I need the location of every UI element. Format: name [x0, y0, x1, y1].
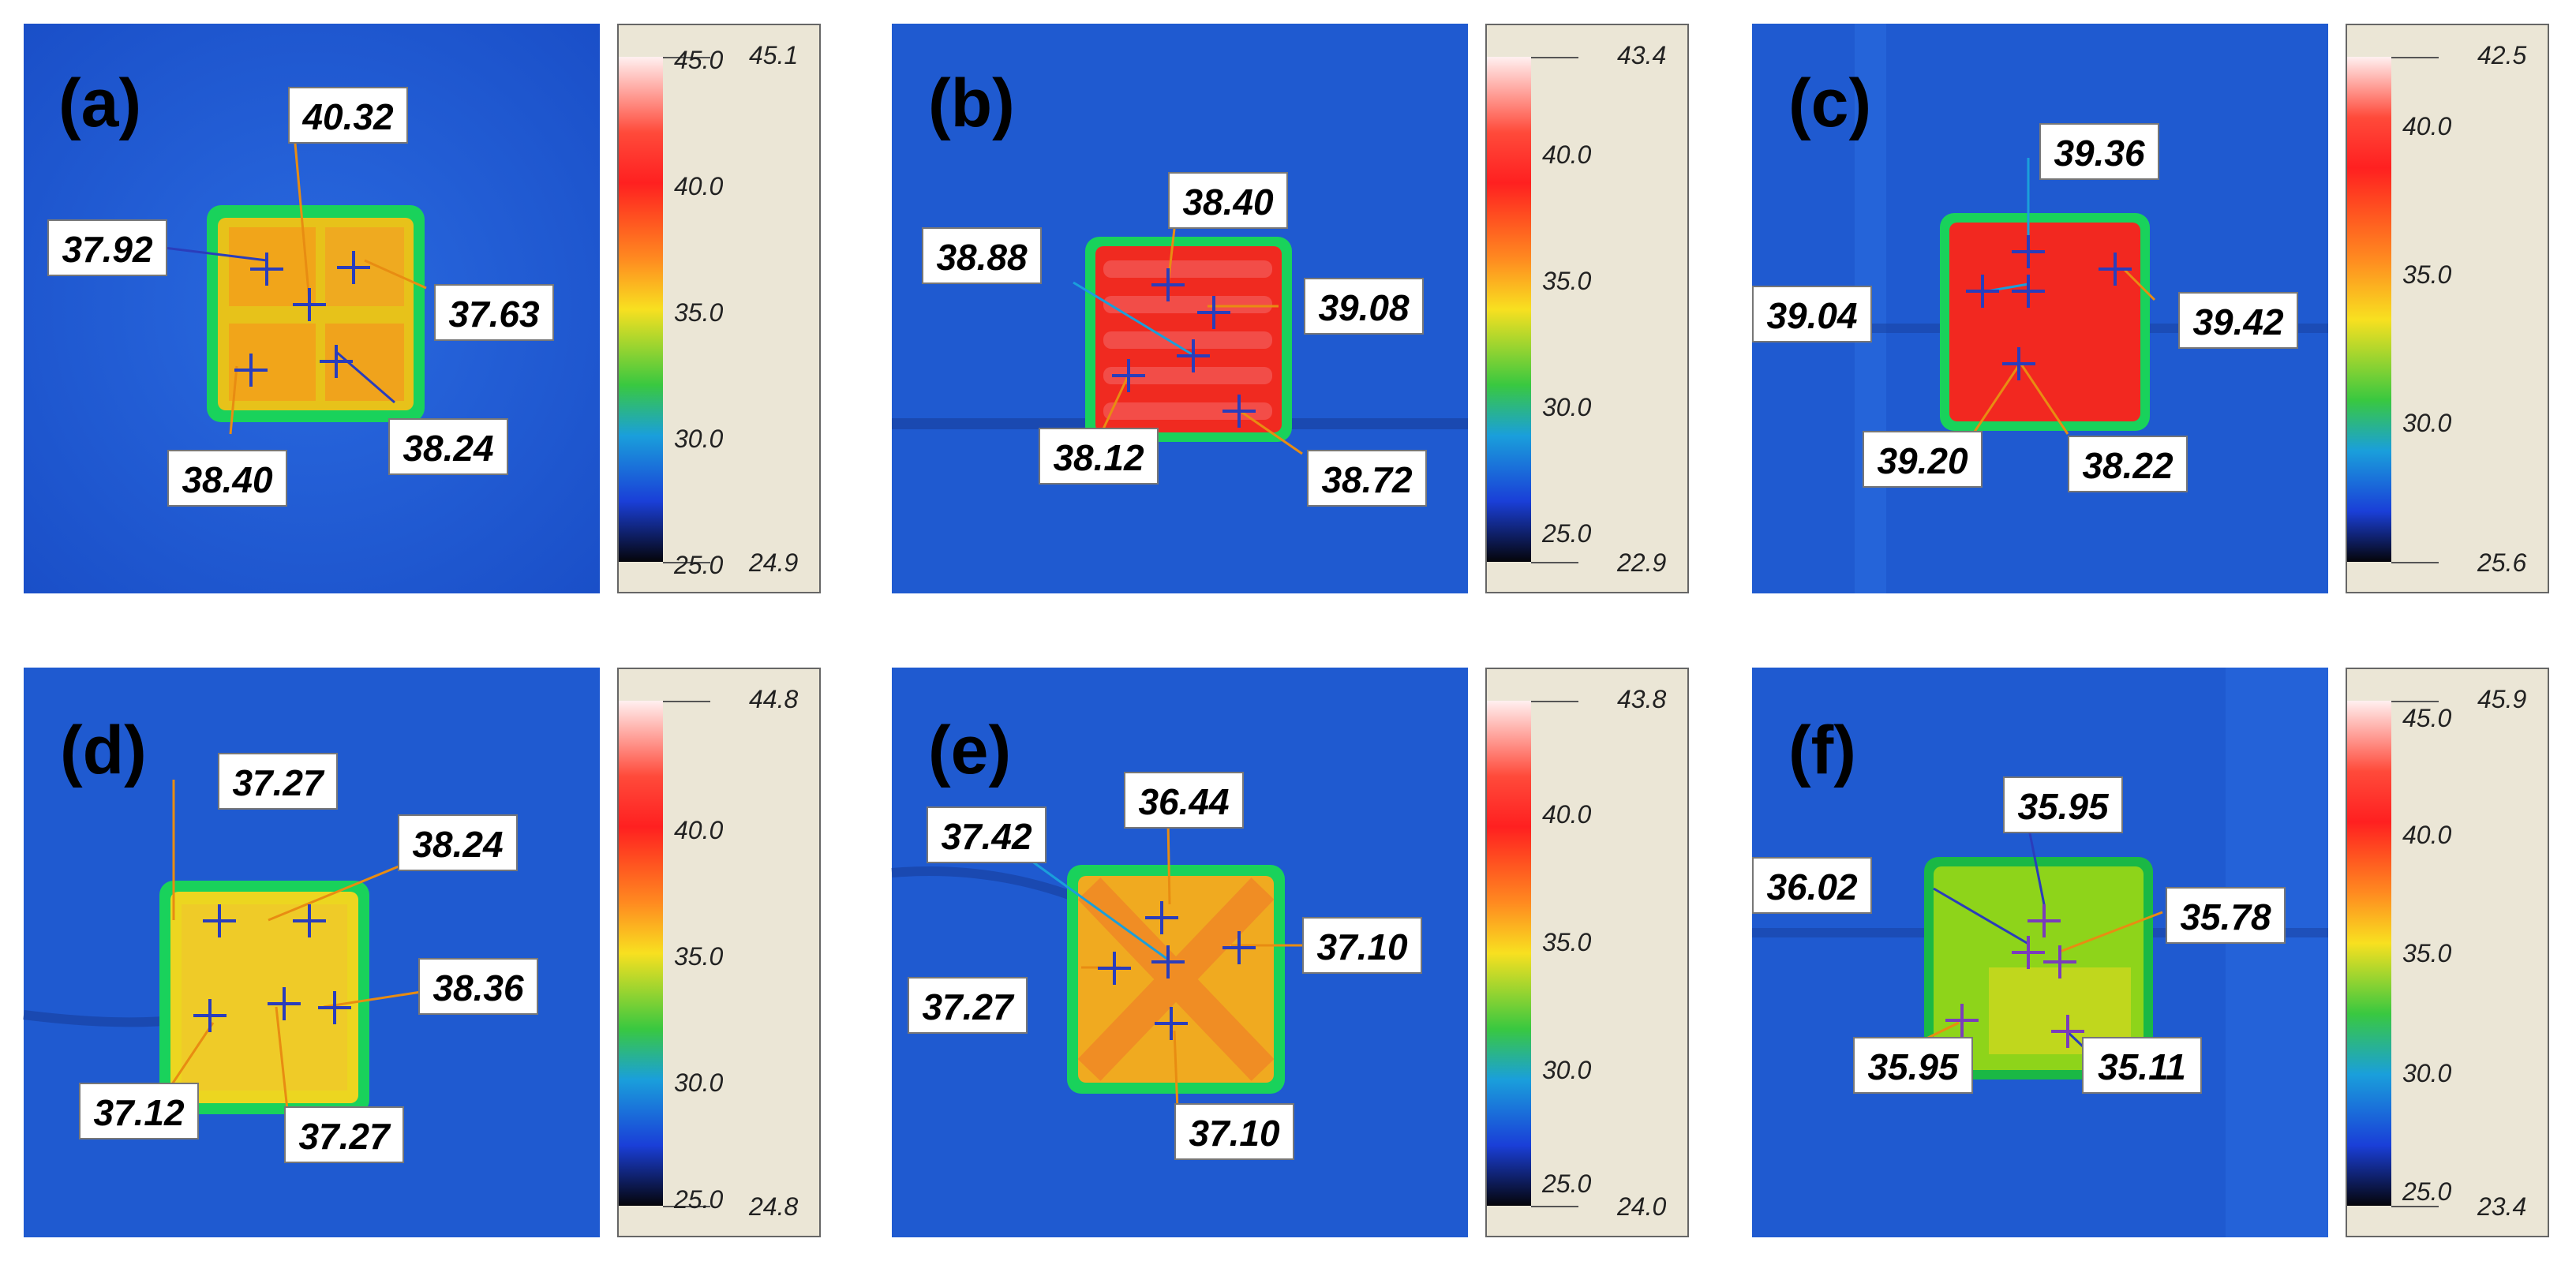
- scale-tick: 40.0: [2402, 112, 2452, 140]
- scale-min: 24.8: [749, 1192, 799, 1221]
- scale-tick: 30.0: [674, 425, 724, 453]
- scale-tick: 40.0: [2402, 821, 2452, 849]
- scale-tick: 35.0: [674, 298, 724, 327]
- temperature-reading: 37.27: [284, 1106, 404, 1163]
- temperature-reading: 38.36: [418, 958, 538, 1015]
- scale-max: 45.1: [749, 41, 799, 69]
- panel-label: (c): [1788, 65, 1872, 141]
- scale-tick: 45.0: [2402, 704, 2452, 732]
- scale-tick: 40.0: [674, 816, 724, 844]
- scale-min: 22.9: [1617, 548, 1667, 577]
- marker-group: [1112, 268, 1256, 428]
- panel-label: (a): [58, 65, 142, 141]
- temperature-reading: 37.12: [79, 1083, 199, 1139]
- thermal-panel-e: (e) 36.44 37.42 37.10 37.27 37.10 43.8 2…: [891, 668, 1689, 1237]
- scale-tick: 45.0: [674, 46, 724, 74]
- temperature-reading: 37.92: [47, 219, 167, 276]
- temperature-reading: 38.40: [167, 450, 287, 507]
- panel-label: (e): [928, 713, 1012, 788]
- temperature-reading: 38.72: [1307, 450, 1427, 507]
- scale-tick: 40.0: [1542, 800, 1592, 829]
- thermal-panel-c: (c) 39.36 39.04 39.42 39.20 38.22 42.5 2…: [1752, 24, 2549, 593]
- marker-group: [1098, 901, 1256, 1040]
- temperature-reading: 39.08: [1304, 278, 1424, 335]
- scale-tick: 25.0: [674, 551, 724, 579]
- temperature-reading: 40.32: [288, 87, 408, 144]
- scale-tick: 30.0: [674, 1068, 724, 1097]
- color-scale: 45.9 23.4 45.0 40.0 35.0 30.0 25.0: [2346, 668, 2549, 1237]
- scale-max: 44.8: [749, 685, 799, 713]
- heater-surface: [1949, 223, 2140, 421]
- temperature-reading: 37.63: [434, 284, 554, 341]
- scale-tick: 25.0: [674, 1185, 724, 1214]
- scale-tick: 30.0: [1542, 1056, 1592, 1084]
- temperature-reading: 35.95: [2003, 776, 2123, 833]
- temperature-reading: 38.88: [922, 227, 1042, 284]
- marker-group: [234, 251, 370, 387]
- thermal-panel-d: (d) 37.27 38.24 38.36 37.12 37.27 44.8 2…: [23, 668, 821, 1237]
- temperature-reading: 39.42: [2178, 292, 2298, 349]
- panel-label: (f): [1788, 713, 1856, 788]
- panel-label: (b): [928, 65, 1015, 141]
- temperature-reading: 38.40: [1168, 172, 1288, 229]
- scale-max: 43.4: [1617, 41, 1667, 69]
- marker-group: [1966, 235, 2132, 380]
- temperature-reading: 36.44: [1124, 772, 1244, 829]
- scale-tick: 40.0: [1542, 140, 1592, 169]
- color-scale: 44.8 24.8 40.0 35.0 30.0 25.0: [617, 668, 821, 1237]
- panel-label: (d): [60, 713, 147, 788]
- scale-tick: 30.0: [2402, 1059, 2452, 1087]
- marker-group: [1945, 904, 2084, 1048]
- temperature-reading: 37.10: [1302, 917, 1422, 974]
- temperature-reading: 37.27: [218, 753, 338, 810]
- scale-min: 23.4: [2477, 1192, 2527, 1221]
- scale-tick: 25.0: [1542, 519, 1592, 548]
- temperature-reading: 39.04: [1752, 286, 1872, 342]
- scale-min: 25.6: [2477, 548, 2527, 577]
- scale-max: 45.9: [2477, 685, 2527, 713]
- scale-max: 42.5: [2477, 41, 2527, 69]
- scale-tick: 30.0: [2402, 409, 2452, 437]
- temperature-reading: 35.11: [2082, 1037, 2202, 1094]
- temperature-reading: 35.95: [1853, 1037, 1973, 1094]
- scale-tick: 35.0: [674, 942, 724, 971]
- temperature-reading: 38.24: [398, 814, 518, 871]
- scale-tick: 25.0: [2402, 1177, 2452, 1206]
- scale-min: 24.9: [749, 548, 799, 577]
- scale-tick: 35.0: [2402, 260, 2452, 289]
- temperature-reading: 37.42: [927, 806, 1046, 863]
- temperature-reading: 37.27: [908, 977, 1028, 1034]
- thermal-panel-a: (a) 40.32 37.92 37.63 38.40 38.24 45.1 2…: [24, 24, 821, 593]
- thermal-image-b: [892, 24, 1468, 593]
- scale-tick: 25.0: [1542, 1169, 1592, 1198]
- scale-min: 24.0: [1617, 1192, 1667, 1221]
- color-scale: 42.5 25.6 40.0 35.0 30.0: [2346, 24, 2549, 593]
- scale-tick: 35.0: [1542, 928, 1592, 956]
- temperature-reading: 35.78: [2166, 887, 2286, 944]
- thermal-panel-b: (b) 38.40 38.88 39.08 38.12 38.72 43.4 2…: [892, 24, 1689, 593]
- temperature-reading: 36.02: [1752, 857, 1872, 914]
- temperature-reading: 38.12: [1039, 428, 1159, 485]
- temperature-reading: 39.20: [1863, 431, 1983, 488]
- color-scale: 43.4 22.9 40.0 35.0 30.0 25.0: [1485, 24, 1689, 593]
- temperature-reading: 39.36: [2039, 123, 2159, 180]
- scale-tick: 35.0: [1542, 267, 1592, 295]
- temperature-reading: 38.24: [388, 418, 508, 475]
- scale-tick: 30.0: [1542, 393, 1592, 421]
- scale-tick: 40.0: [674, 172, 724, 200]
- scale-tick: 35.0: [2402, 939, 2452, 967]
- scale-max: 43.8: [1617, 685, 1667, 713]
- thermal-panel-f: (f) 35.95 36.02 35.78 35.95 35.11 45.9 2…: [1752, 668, 2549, 1237]
- marker-group: [193, 904, 351, 1032]
- color-scale: 43.8 24.0 40.0 35.0 30.0 25.0: [1485, 668, 1689, 1237]
- color-scale: 45.1 24.9 45.0 40.0 35.0 30.0 25.0: [617, 24, 821, 593]
- temperature-reading: 38.22: [2068, 436, 2188, 492]
- thermal-image-f: [1752, 668, 2328, 1237]
- temperature-reading: 37.10: [1174, 1103, 1294, 1160]
